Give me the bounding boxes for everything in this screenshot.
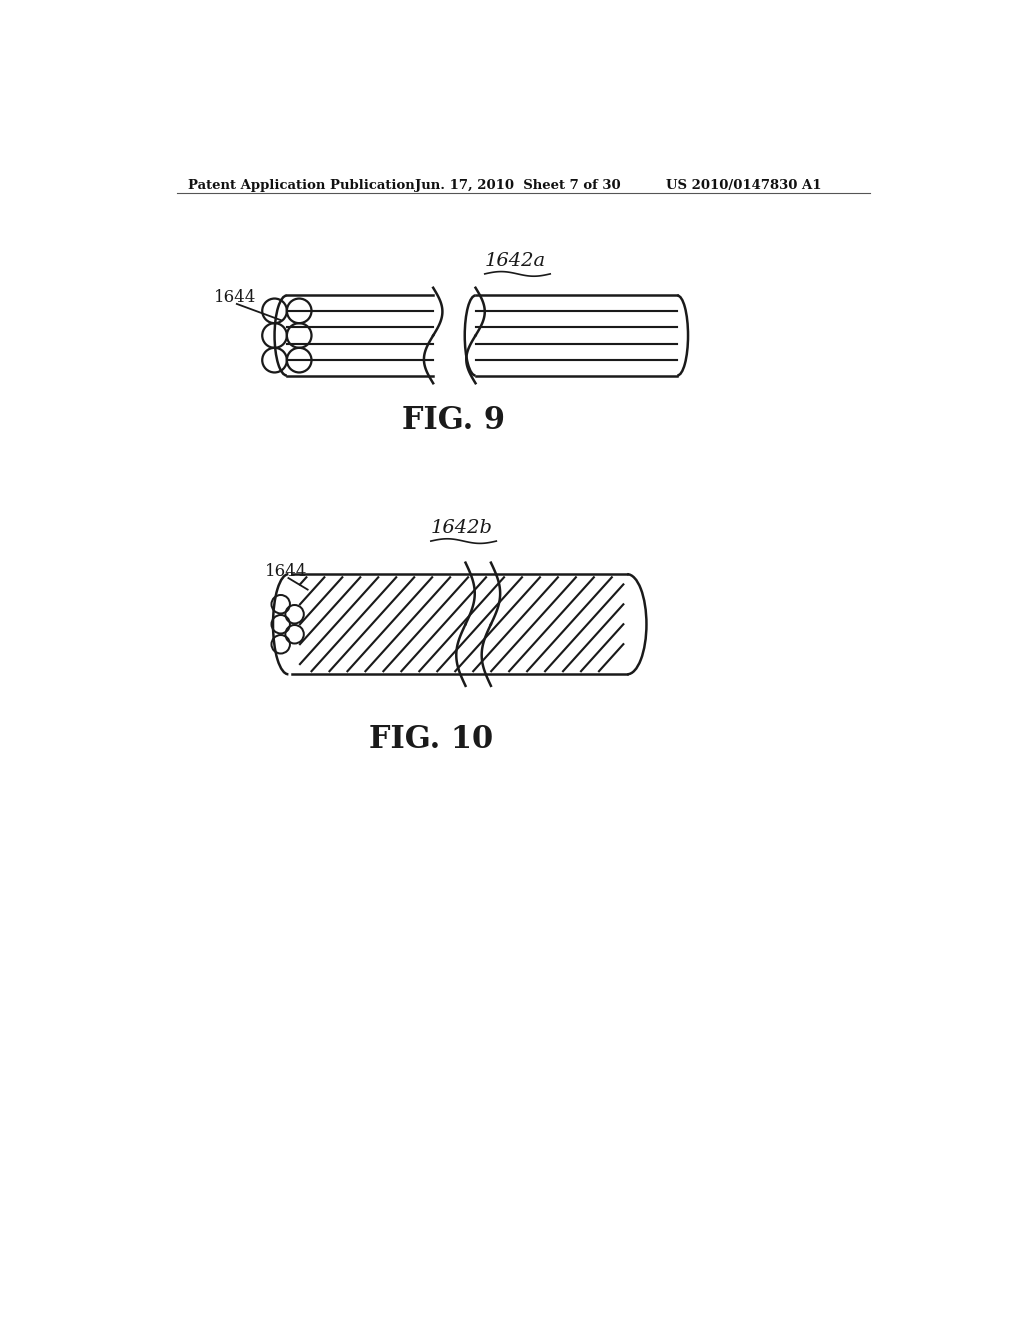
Text: 1642b: 1642b xyxy=(431,519,493,537)
Text: 1644: 1644 xyxy=(265,562,307,579)
Text: Patent Application Publication: Patent Application Publication xyxy=(188,180,415,193)
Text: FIG. 10: FIG. 10 xyxy=(369,725,493,755)
Text: FIG. 9: FIG. 9 xyxy=(402,405,506,436)
Text: US 2010/0147830 A1: US 2010/0147830 A1 xyxy=(666,180,821,193)
Text: 1642a: 1642a xyxy=(485,252,546,271)
Text: Jun. 17, 2010  Sheet 7 of 30: Jun. 17, 2010 Sheet 7 of 30 xyxy=(416,180,622,193)
Text: 1644: 1644 xyxy=(214,289,256,305)
